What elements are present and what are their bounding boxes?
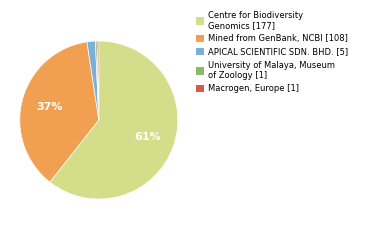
- Text: 37%: 37%: [36, 102, 62, 112]
- Wedge shape: [95, 41, 99, 120]
- Wedge shape: [50, 41, 178, 199]
- Wedge shape: [87, 41, 99, 120]
- Wedge shape: [20, 42, 99, 182]
- Legend: Centre for Biodiversity
Genomics [177], Mined from GenBank, NCBI [108], APICAL S: Centre for Biodiversity Genomics [177], …: [194, 9, 350, 95]
- Text: 61%: 61%: [134, 132, 161, 142]
- Wedge shape: [97, 41, 99, 120]
